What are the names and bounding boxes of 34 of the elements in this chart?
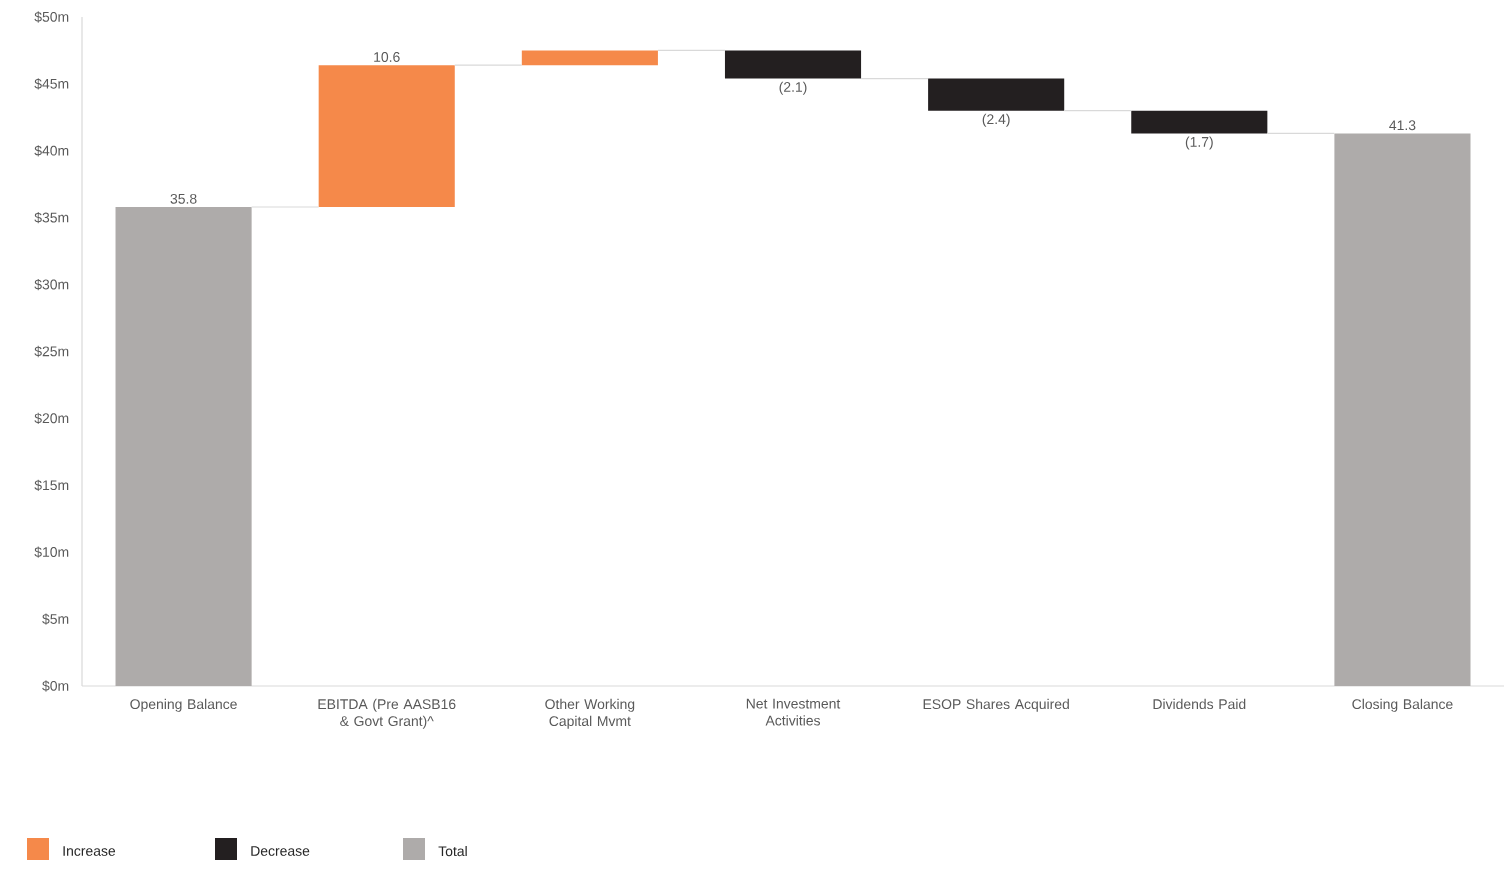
- data-label: (2.1): [779, 81, 807, 95]
- bar: [1131, 110, 1268, 134]
- x-tick-label: Opening Balance: [130, 698, 237, 712]
- bar: [521, 50, 658, 66]
- bar: [928, 78, 1065, 111]
- y-tick-label: $20m: [34, 412, 69, 425]
- bar: [115, 206, 252, 686]
- y-tick-label: $25m: [34, 345, 69, 358]
- legend-label: Total: [438, 845, 467, 857]
- y-tick-label: $0m: [42, 680, 69, 692]
- x-tick-label: Net Investment Activities: [746, 698, 841, 726]
- legend-label: Decrease: [251, 846, 310, 856]
- x-tick-label: ESOP Shares Acquired: [923, 698, 1069, 712]
- x-tick-label: EBITDA (Pre AASB16 & Govt Grant)^: [318, 698, 456, 729]
- data-label: (1.7): [1185, 136, 1213, 150]
- x-tick-label: Dividends Paid: [1153, 698, 1246, 710]
- y-tick-label: $50m: [34, 11, 69, 23]
- y-tick-label: $5m: [42, 613, 69, 625]
- legend-label: Increase: [63, 846, 116, 856]
- y-tick-label: $15m: [34, 479, 69, 491]
- data-label: 35.8: [170, 193, 197, 204]
- y-tick-label: $35m: [34, 212, 69, 224]
- bar: [1334, 133, 1471, 686]
- x-tick-label: Closing Balance: [1352, 698, 1453, 712]
- data-label: (2.4): [982, 113, 1010, 127]
- y-tick-label: $10m: [34, 546, 69, 558]
- data-label: 41.3: [1389, 120, 1416, 131]
- y-tick-label: $40m: [34, 145, 69, 157]
- y-tick-label: $30m: [34, 278, 69, 291]
- y-tick-label: $45m: [34, 78, 69, 90]
- bar: [318, 65, 455, 207]
- x-tick-label: Other Working Capital Mvmt: [545, 698, 635, 729]
- data-label: 10.6: [374, 52, 400, 62]
- bar: [724, 50, 862, 79]
